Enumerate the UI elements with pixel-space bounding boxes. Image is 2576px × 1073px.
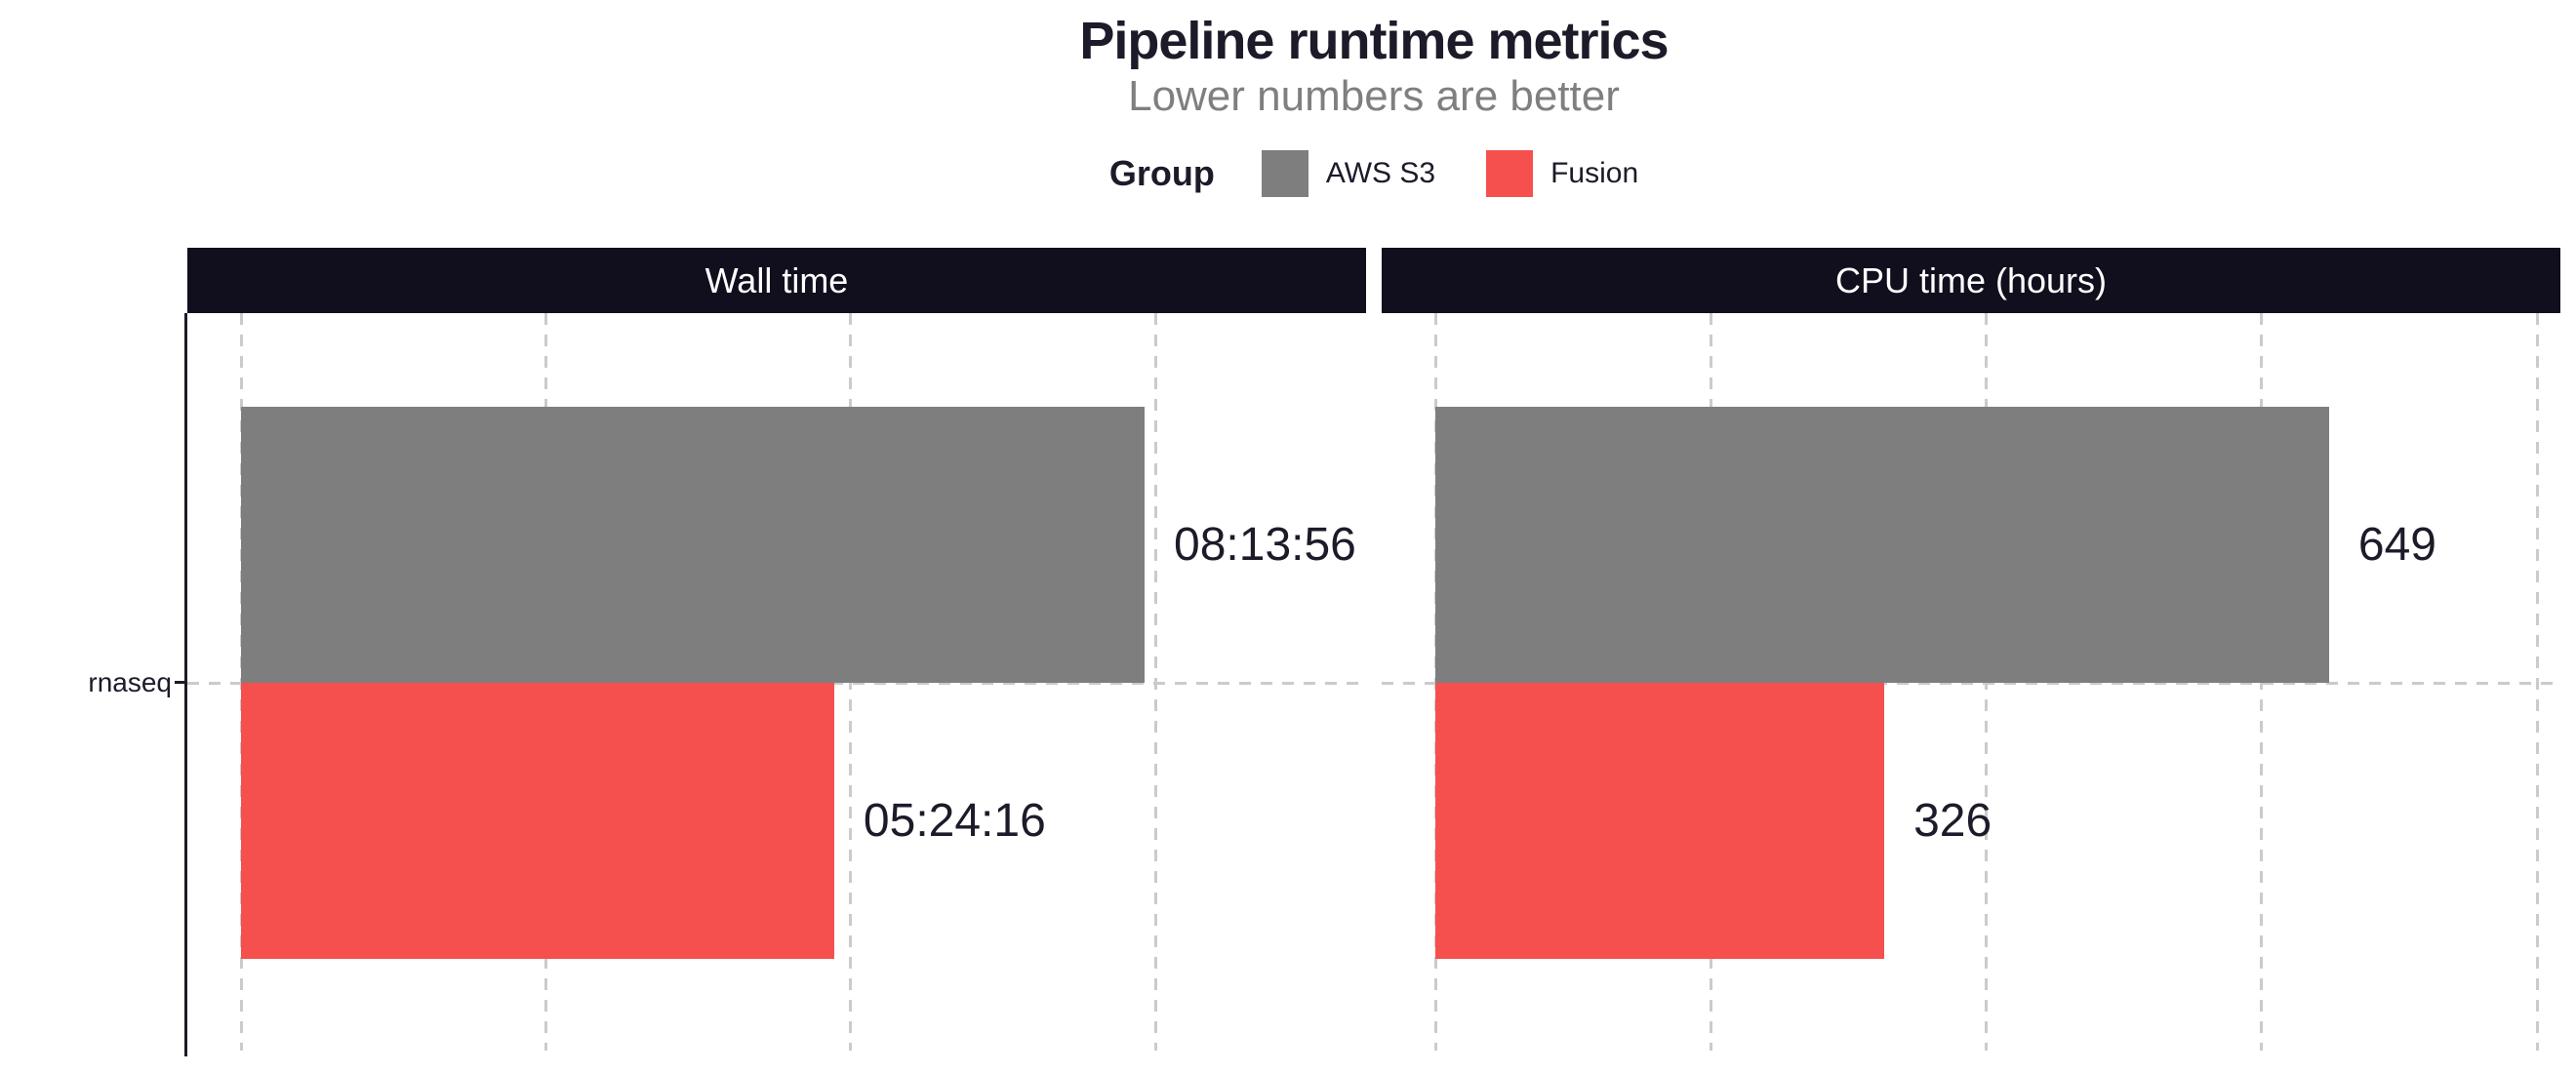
bar-aws-s3: [1435, 407, 2329, 683]
facet-strip-cpu-time-hours: CPU time (hours): [1382, 248, 2560, 313]
facet-panel-cpu-time-hours: 649 326: [1382, 313, 2560, 1051]
bar-fusion: [1435, 683, 1885, 959]
bar-value-label: 08:13:56: [1174, 519, 1356, 571]
y-tick-label-rnaseq: rnaseq: [88, 667, 172, 697]
facet-panel-wall-time: 08:13:56 05:24:16: [187, 313, 1366, 1051]
legend-swatch-aws-s3: [1261, 150, 1308, 197]
gridline-horizontal: [1382, 681, 2560, 685]
chart-subtitle: Lower numbers are better: [1128, 72, 1620, 120]
facet-strip-wall-time: Wall time: [187, 248, 1366, 313]
legend-item-aws-s3: AWS S3: [1261, 150, 1436, 197]
legend-swatch-fusion: [1486, 150, 1534, 197]
legend: Group AWS S3 Fusion: [187, 146, 2560, 201]
bar-aws-s3: [241, 407, 1146, 683]
legend-title: Group: [1108, 153, 1215, 193]
y-axis-line: [184, 313, 187, 1056]
y-axis-tick: [175, 681, 185, 684]
bar-value-label: 05:24:16: [863, 795, 1046, 847]
bar-value-label: 326: [1913, 795, 1992, 847]
legend-label-fusion: Fusion: [1550, 157, 1639, 189]
bar-value-label: 649: [2357, 519, 2436, 571]
chart-title: Pipeline runtime metrics: [1079, 12, 1669, 70]
bar-fusion: [241, 683, 834, 959]
legend-item-fusion: Fusion: [1486, 150, 1638, 197]
legend-label-aws-s3: AWS S3: [1325, 157, 1436, 189]
